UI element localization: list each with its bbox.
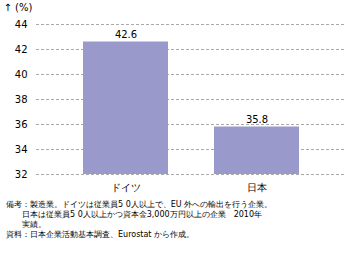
svg-text:40: 40 <box>15 69 28 80</box>
html-text:備考：製造業。ドイツは従業員5 0人以上で、EU 外への輸出: 備考：製造業。ドイツは従業員5 0人以上で、EU 外への輸出を行う企業。 <box>6 200 273 209</box>
svg-text:34: 34 <box>15 144 28 155</box>
svg-text:42: 42 <box>15 44 28 55</box>
svg-text:↑ (%): ↑ (%) <box>4 2 33 13</box>
html-text:資料：日本企業活動基本調査、Eurostat から作成。: 資料：日本企業活動基本調査、Eurostat から作成。 <box>6 230 194 239</box>
svg-text:35.8: 35.8 <box>246 114 268 125</box>
svg-text:日本: 日本 <box>247 182 267 193</box>
svg-text:ドイツ: ドイツ <box>111 182 141 193</box>
svg-text:44: 44 <box>15 19 28 30</box>
svg-text:32: 32 <box>15 169 28 180</box>
svg-text:42.6: 42.6 <box>115 29 137 40</box>
html-text:実績。: 実績。 <box>6 220 46 229</box>
svg-text:36: 36 <box>15 119 28 130</box>
html-text:日本は従業員5 0人以上かつ資本金3,000万円以上の企業: 日本は従業員5 0人以上かつ資本金3,000万円以上の企業 2010年 <box>6 210 262 219</box>
svg-text:38: 38 <box>15 94 28 105</box>
